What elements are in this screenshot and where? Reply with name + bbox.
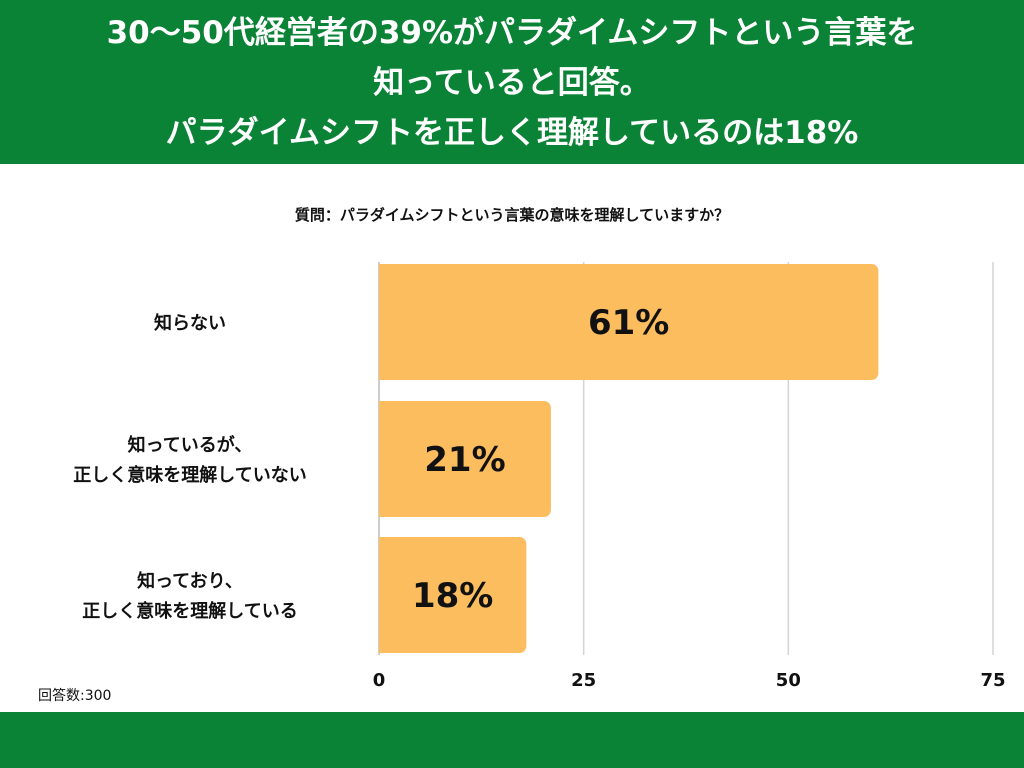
title-line-1: 30〜50代経営者の39%がパラダイムシフトという言葉を <box>106 15 918 51</box>
category-label-2-1: 正しく意味を理解している <box>82 600 297 622</box>
x-tick-label-75: 75 <box>980 670 1005 691</box>
data-label-0: 61% <box>588 303 669 343</box>
title-line-2: 知っていると回答。 <box>373 65 651 101</box>
bar-0 <box>379 264 879 380</box>
response-count: 回答数:300 <box>38 688 112 704</box>
data-label-2: 18% <box>412 576 493 616</box>
header-banner: 30〜50代経営者の39%がパラダイムシフトという言葉を 知っていると回答。 パ… <box>0 0 1024 164</box>
bar-1-base <box>379 401 389 517</box>
category-label-1-1: 正しく意味を理解していない <box>73 464 306 486</box>
chart-question: 質問：パラダイムシフトという言葉の意味を理解していますか？ <box>294 206 730 224</box>
bar-0-base <box>379 264 389 380</box>
footer-banner <box>0 712 1024 768</box>
bar-chart: 0 25 50 75 61% 知らない 21% 知っているが、正しく意味を理解していない 18%… <box>73 262 1006 691</box>
bar-2-base <box>379 537 389 653</box>
x-tick-label-25: 25 <box>571 670 596 691</box>
x-tick-label-0: 0 <box>373 670 386 691</box>
category-label-0-0: 知らない <box>154 312 226 334</box>
data-label-1: 21% <box>424 440 505 480</box>
title-line-3: パラダイムシフトを正しく理解しているのは18% <box>165 115 859 151</box>
category-label-2-0: 知っており、 <box>137 570 243 592</box>
bar-1 <box>379 401 551 517</box>
x-tick-label-50: 50 <box>776 670 801 691</box>
bar-2 <box>379 537 527 653</box>
category-label-1-0: 知っているが、 <box>128 434 253 456</box>
